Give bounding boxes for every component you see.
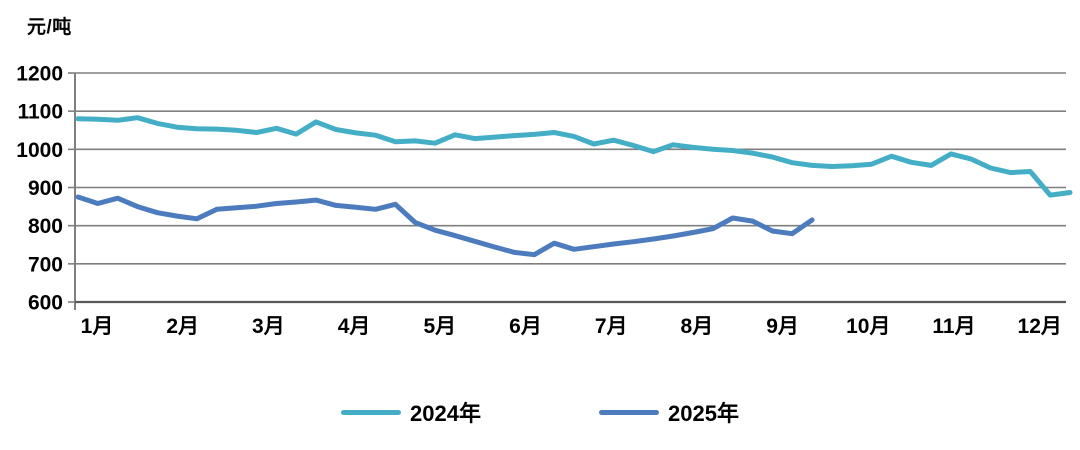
gridlines (75, 72, 1066, 265)
legend-swatch-2024 (341, 409, 402, 415)
x-axis-month-label: 4月 (338, 315, 371, 338)
x-axis-month-label: 3月 (252, 315, 285, 338)
y-axis-tick-label: 1000 (16, 139, 63, 162)
axes (68, 72, 1066, 310)
x-axis-month-label: 9月 (766, 315, 799, 338)
x-axis-month-label: 2月 (166, 315, 199, 338)
x-axis-month-label: 12月 (1018, 315, 1062, 338)
x-axis-month-label: 11月 (932, 315, 975, 338)
y-axis-tick-label: 800 (28, 215, 63, 238)
x-axis-month-label: 8月 (681, 315, 714, 338)
legend-label-2025: 2025年 (668, 401, 739, 426)
y-axis-tick-label: 1100 (17, 101, 63, 124)
series-line-2024 (75, 115, 1073, 198)
y-axis-tick-label: 600 (28, 292, 63, 315)
legend-swatch-2025 (599, 409, 659, 415)
x-axis-month-label: 7月 (595, 315, 628, 338)
y-axis-tick-labels: 1200 1100 1000 900 800 700 600 (16, 63, 63, 315)
legend: 2024年 2025年 (0, 396, 1080, 428)
x-axis-month-label: 5月 (423, 315, 456, 338)
x-axis-month-label: 1月 (81, 315, 114, 338)
x-axis-month-label: 6月 (509, 315, 542, 338)
y-axis-tick-label: 900 (28, 177, 63, 200)
x-axis-month-labels: 1月 2月 3月 4月 5月 6月 7月 8月 9月 10月 11月 12月 (81, 315, 1062, 338)
series-line-2025 (75, 194, 815, 258)
legend-item-2024: 2024年 (341, 396, 481, 428)
x-axis-month-label: 10月 (846, 315, 890, 338)
legend-label-2024: 2024年 (410, 401, 481, 426)
y-axis-unit-label: 元/吨 (27, 17, 72, 38)
legend-item-2025: 2025年 (599, 396, 739, 428)
y-axis-tick-label: 1200 (16, 63, 63, 86)
series-lines (75, 115, 1073, 258)
y-axis-tick-label: 700 (28, 253, 63, 276)
